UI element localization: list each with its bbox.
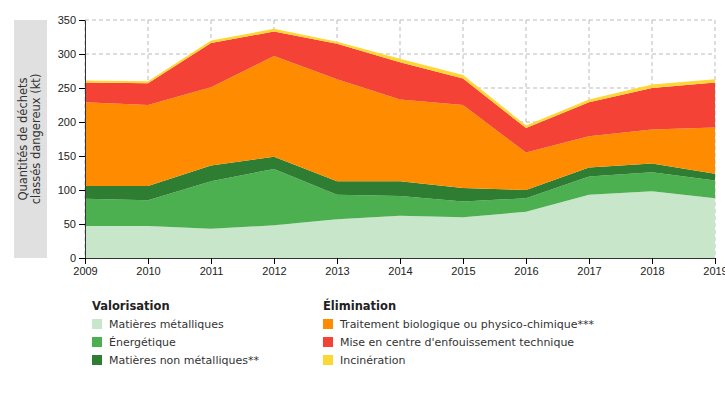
x-tick-mark bbox=[589, 258, 590, 264]
x-tick: 2017 bbox=[577, 258, 601, 277]
legend-label: Énergétique bbox=[109, 336, 176, 349]
y-tick: 250 bbox=[58, 82, 85, 94]
grid bbox=[85, 20, 715, 258]
legend-swatch bbox=[92, 355, 102, 365]
x-tick: 2014 bbox=[388, 258, 412, 277]
legend-label: Traitement biologique ou physico-chimiqu… bbox=[339, 318, 595, 331]
legend-label: Mise en centre d'enfouissement technique bbox=[340, 336, 574, 349]
plot-area bbox=[85, 29, 715, 258]
x-tick-label: 2018 bbox=[640, 265, 664, 277]
x-grid-line bbox=[85, 20, 86, 258]
y-axis-line bbox=[85, 21, 86, 259]
y-label-box bbox=[14, 20, 47, 258]
y-tick-mark bbox=[79, 224, 85, 225]
y-tick-label: 0 bbox=[70, 252, 76, 264]
y-tick-label: 200 bbox=[58, 116, 76, 128]
y-tick-label: 300 bbox=[58, 48, 76, 60]
x-tick: 2018 bbox=[640, 258, 664, 277]
x-axis: 2009 2010 2011 2012 2013 2014 2015 2016 2017 2018… bbox=[73, 258, 725, 277]
y-tick: 200 bbox=[58, 116, 85, 128]
x-tick-label: 2012 bbox=[262, 265, 286, 277]
x-tick-mark bbox=[463, 258, 464, 264]
y-tick-label: 50 bbox=[64, 218, 76, 230]
y-tick: 0 bbox=[70, 252, 85, 264]
y-tick: 300 bbox=[58, 48, 85, 60]
y-tick-label: 150 bbox=[58, 150, 76, 162]
x-tick: 2019 bbox=[703, 258, 725, 277]
y-tick: 100 bbox=[58, 184, 85, 196]
legend-swatch bbox=[92, 319, 102, 329]
y-tick-label: 250 bbox=[58, 82, 76, 94]
y-axis-title-line: classés dangereux (kt) bbox=[29, 74, 43, 205]
y-tick-label: 100 bbox=[58, 184, 76, 196]
legend-label: Matières métalliques bbox=[109, 318, 224, 331]
area-series bbox=[85, 29, 715, 128]
x-tick-label: 2015 bbox=[451, 265, 475, 277]
legend: Valorisation Matières métalliques Énergéti… bbox=[92, 298, 595, 367]
y-tick-mark bbox=[79, 258, 85, 259]
y-tick: 350 bbox=[58, 14, 85, 26]
legend-group-title: Élimination bbox=[323, 298, 396, 313]
x-tick-mark bbox=[715, 258, 716, 264]
x-tick: 2016 bbox=[514, 258, 538, 277]
x-tick-mark bbox=[85, 258, 86, 264]
x-tick-label: 2014 bbox=[388, 265, 412, 277]
x-tick: 2009 bbox=[73, 258, 97, 277]
y-label-group: Quantités de déchetsclassés dangereux (k… bbox=[14, 20, 47, 258]
y-tick-mark bbox=[79, 20, 85, 21]
x-tick: 2010 bbox=[136, 258, 160, 277]
x-tick-label: 2011 bbox=[200, 265, 224, 277]
x-tick-mark bbox=[148, 258, 149, 264]
y-tick-mark bbox=[79, 190, 85, 191]
legend-label: Incinération bbox=[340, 354, 405, 367]
x-tick-label: 2009 bbox=[73, 265, 97, 277]
y-axis-title: Quantités de déchetsclassés dangereux (k… bbox=[16, 74, 44, 205]
x-tick: 2013 bbox=[325, 258, 349, 277]
y-axis: 0 50 100 150 200 250 300 350 bbox=[58, 14, 86, 264]
x-tick-mark bbox=[211, 258, 212, 264]
chart: Quantités de déchetsclassés dangereux (k… bbox=[0, 0, 725, 400]
legend-label: Matières non métalliques** bbox=[109, 354, 259, 367]
x-tick: 2011 bbox=[200, 258, 224, 277]
legend-group-title: Valorisation bbox=[92, 299, 170, 313]
y-tick-mark bbox=[79, 122, 85, 123]
x-tick-label: 2013 bbox=[325, 265, 349, 277]
x-tick: 2012 bbox=[262, 258, 286, 277]
legend-swatch bbox=[92, 337, 102, 347]
y-tick: 50 bbox=[64, 218, 85, 230]
x-tick-label: 2017 bbox=[577, 265, 601, 277]
x-tick-label: 2019 bbox=[703, 265, 725, 277]
legend-swatch bbox=[323, 355, 333, 365]
y-tick-mark bbox=[79, 156, 85, 157]
x-tick: 2015 bbox=[451, 258, 475, 277]
y-tick-mark bbox=[79, 54, 85, 55]
legend-swatch bbox=[323, 337, 333, 347]
y-axis-title-line: Quantités de déchets bbox=[16, 77, 30, 200]
y-tick-mark bbox=[79, 88, 85, 89]
x-tick-mark bbox=[274, 258, 275, 264]
x-tick-mark bbox=[652, 258, 653, 264]
y-tick: 150 bbox=[58, 150, 85, 162]
y-tick-label: 350 bbox=[58, 14, 76, 26]
x-tick-mark bbox=[337, 258, 338, 264]
legend-swatch bbox=[323, 319, 333, 329]
y-grid-line bbox=[85, 54, 715, 55]
x-tick-label: 2010 bbox=[136, 265, 160, 277]
x-tick-mark bbox=[526, 258, 527, 264]
x-tick-mark bbox=[400, 258, 401, 264]
x-tick-label: 2016 bbox=[514, 265, 538, 277]
